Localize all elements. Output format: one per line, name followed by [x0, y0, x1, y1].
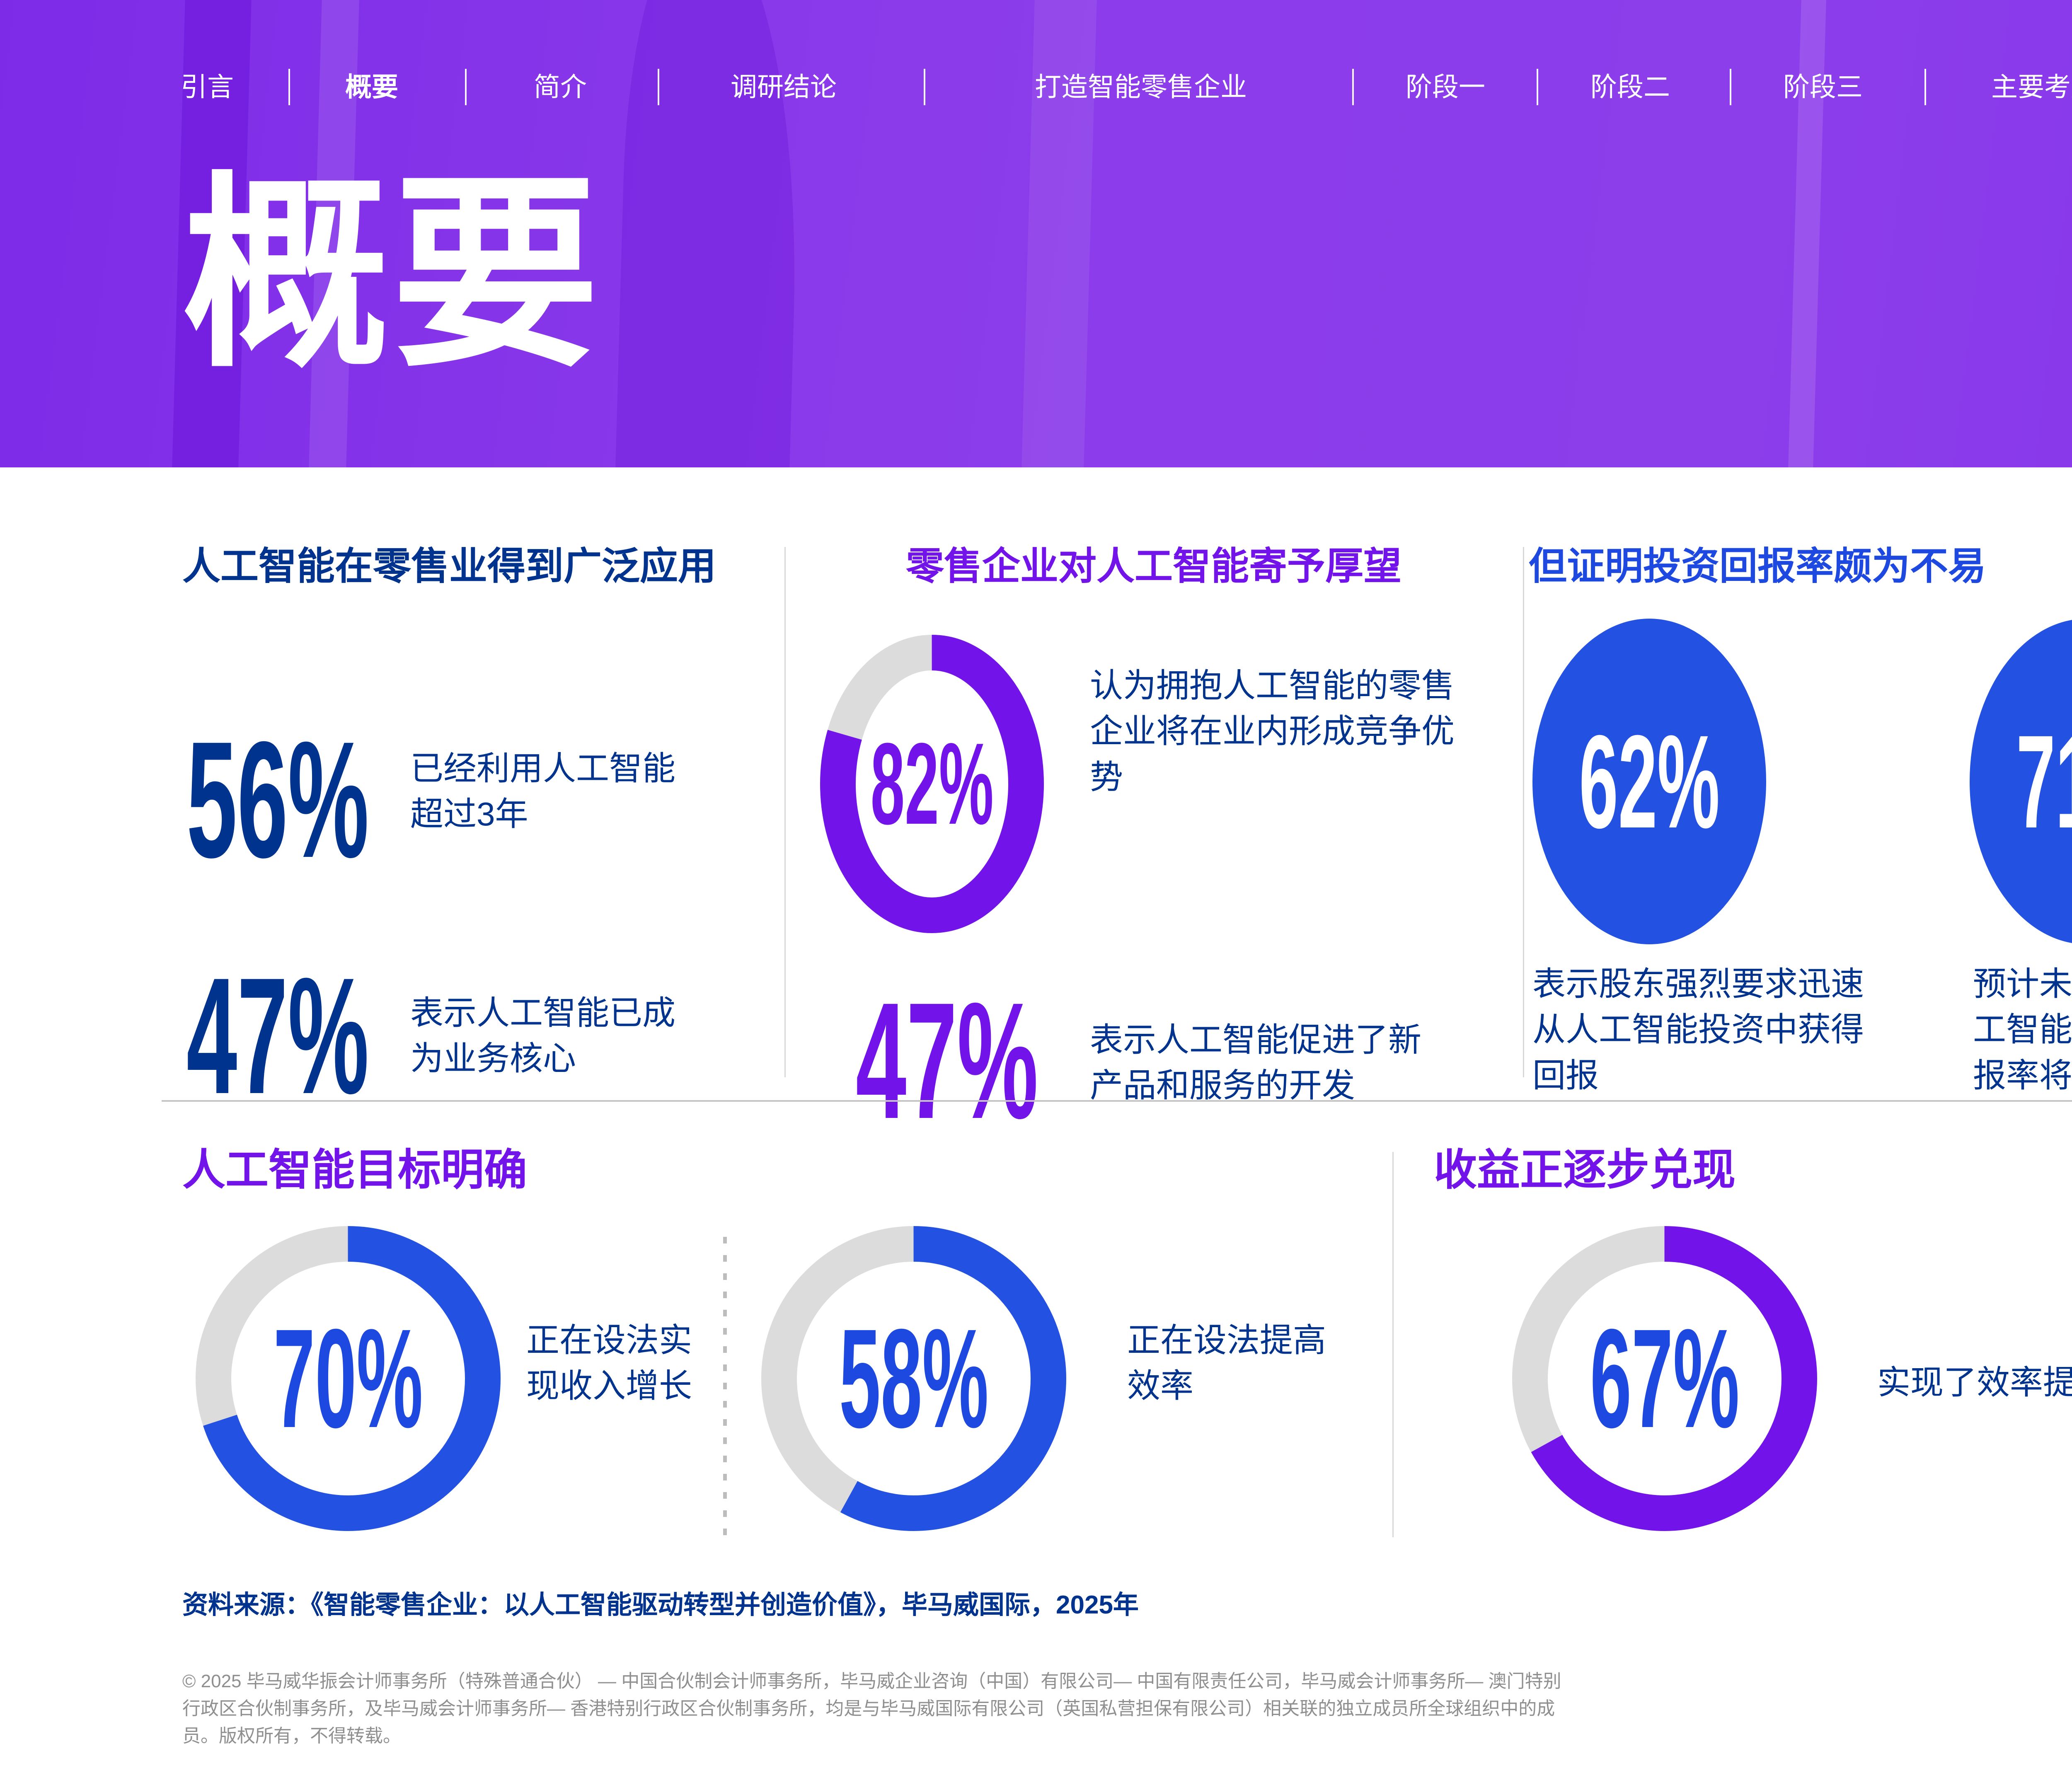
nav-separator — [288, 69, 290, 105]
donut-chart-82 — [820, 635, 1044, 933]
stat-value: 47% — [856, 968, 1038, 1153]
copyright-notice: © 2025 毕马威华振会计师事务所（特殊普通合伙） — 中国合伙制会计师事务所… — [182, 1671, 1561, 1746]
nav-item-findings[interactable]: 调研结论 — [731, 72, 837, 102]
donut-chart-70 — [196, 1226, 501, 1531]
donut-value: 58% — [839, 1300, 989, 1457]
horizontal-divider — [162, 1100, 2072, 1102]
stat-value: 56% — [186, 707, 369, 892]
column-divider — [784, 547, 786, 1077]
nav-item-intro[interactable]: 引言 — [181, 72, 234, 102]
nav-separator — [658, 69, 659, 105]
stat-desc: 已经利用人工智能 超过3年 — [410, 750, 675, 833]
filled-circle-71 — [1970, 620, 2072, 943]
nav-separator — [465, 69, 467, 105]
column-title-adoption: 人工智能在零售业得到广泛应用 — [182, 545, 716, 588]
nav-separator — [1924, 69, 1926, 105]
nav-item-stage-3[interactable]: 阶段三 — [1783, 72, 1863, 102]
nav-item-profile[interactable]: 简介 — [534, 72, 587, 102]
nav-item-overview[interactable]: 概要 — [345, 72, 398, 102]
section-divider — [1392, 1152, 1394, 1537]
stat-desc: 表示人工智能已成 为业务核心 — [410, 994, 675, 1077]
circle-desc: 表示股东强烈要求迅速 从人工智能投资中获得 回报 — [1532, 965, 1864, 1094]
stat-value: 47% — [186, 943, 369, 1128]
donut-chart-67-benefits — [1512, 1226, 1817, 1531]
donut-desc: 正在设法提高 效率 — [1127, 1322, 1326, 1405]
section-title-benefits: 收益正逐步兑现 — [1434, 1146, 1736, 1194]
nav-item-key-factors[interactable]: 主要考虑因素 — [1991, 72, 2072, 102]
column-title-expectation: 零售企业对人工智能寄予厚望 — [905, 545, 1402, 588]
column-title-roi: 但证明投资回报率颇为不易 — [1529, 545, 1987, 588]
section-title-goals: 人工智能目标明确 — [182, 1146, 528, 1194]
nav-item-stage-2[interactable]: 阶段二 — [1590, 72, 1670, 102]
donut-value: 67% — [1590, 1300, 1740, 1457]
donut-desc: 实现了效率提升 — [1877, 1364, 2072, 1401]
page-header: 引言 概要 简介 调研结论 打造智能零售企业 阶段一 阶段二 阶段三 主要考虑因… — [0, 0, 2072, 467]
stat-desc: 表示人工智能促进了新 产品和服务的开发 — [1090, 1021, 1421, 1104]
dotted-divider — [723, 1237, 727, 1537]
circle-value: 62% — [1579, 707, 1720, 856]
circle-desc: 预计未来一年人 工智能的投资回 报率将超过10% — [1973, 965, 2072, 1094]
nav-separator — [924, 69, 925, 105]
nav-separator — [1537, 69, 1538, 105]
column-divider — [1523, 547, 1524, 1077]
circle-value: 71% — [2016, 707, 2072, 856]
donut-desc: 认为拥抱人工智能的零售 企业将在业内形成竞争优 势 — [1090, 667, 1455, 796]
nav-item-stage-1[interactable]: 阶段一 — [1406, 72, 1485, 102]
nav-separator — [1352, 69, 1354, 105]
filled-circle-62 — [1532, 619, 1766, 944]
donut-chart-58 — [761, 1226, 1066, 1531]
donut-value: 82% — [870, 719, 994, 849]
donut-value: 70% — [273, 1300, 423, 1457]
top-nav: 引言 概要 简介 调研结论 打造智能零售企业 阶段一 阶段二 阶段三 主要考虑因… — [0, 66, 2072, 108]
source-note: 资料来源：《智能零售企业：以人工智能驱动转型并创造价值》，毕马威国际，2025年 — [182, 1591, 1139, 1619]
donut-desc: 正在设法实 现收入增长 — [526, 1322, 692, 1405]
nav-separator — [1730, 69, 1731, 105]
nav-item-smart-retail[interactable]: 打造智能零售企业 — [1035, 72, 1247, 102]
page-title: 概要 — [182, 159, 602, 390]
